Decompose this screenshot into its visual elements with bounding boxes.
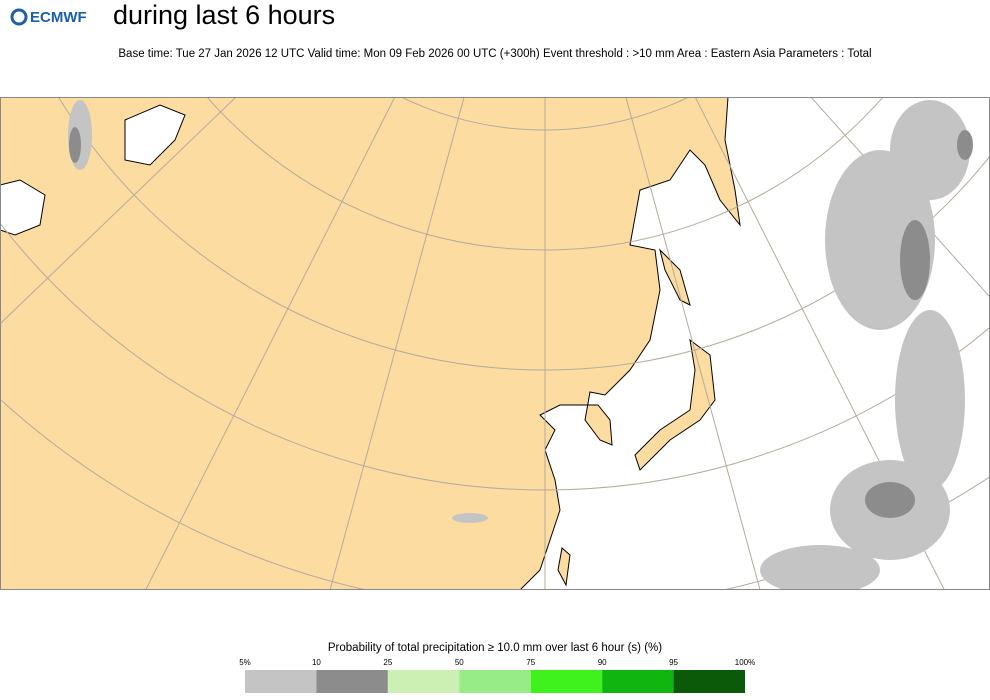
logo: ECMWF <box>10 8 87 26</box>
logo-text: ECMWF <box>30 9 87 26</box>
legend-swatch <box>673 670 745 693</box>
inland-sea <box>0 179 46 236</box>
title: during last 6 hours <box>113 0 335 30</box>
logo-icon <box>10 8 28 26</box>
legend-swatch <box>387 670 460 693</box>
legend-tick-label: 75 <box>526 658 535 667</box>
island <box>634 338 716 471</box>
legend-tick-label: 100% <box>735 658 755 667</box>
legend-tick-label: 5% <box>239 658 251 667</box>
precipitation <box>68 100 973 590</box>
legend-swatch <box>316 670 388 693</box>
inland-sea <box>124 104 186 166</box>
legend-swatch <box>459 670 531 693</box>
legend-tick-label: 10 <box>312 658 321 667</box>
legend-tick-label: 90 <box>598 658 607 667</box>
island <box>557 547 571 587</box>
legend-tick-label: 95 <box>669 658 678 667</box>
land <box>0 97 741 590</box>
legend-swatch <box>602 670 674 693</box>
legend: 5% 10 25 50 75 90 95 100% <box>239 658 755 693</box>
legend-tick-label: 50 <box>455 658 464 667</box>
subtitle: Base time: Tue 27 Jan 2026 12 UTC Valid … <box>118 48 871 60</box>
legend-tick-label: 25 <box>383 658 392 667</box>
legend-swatch <box>245 670 317 693</box>
legend-swatch <box>530 670 603 693</box>
legend-title: Probability of total precipitation ≥ 10.… <box>328 642 662 654</box>
